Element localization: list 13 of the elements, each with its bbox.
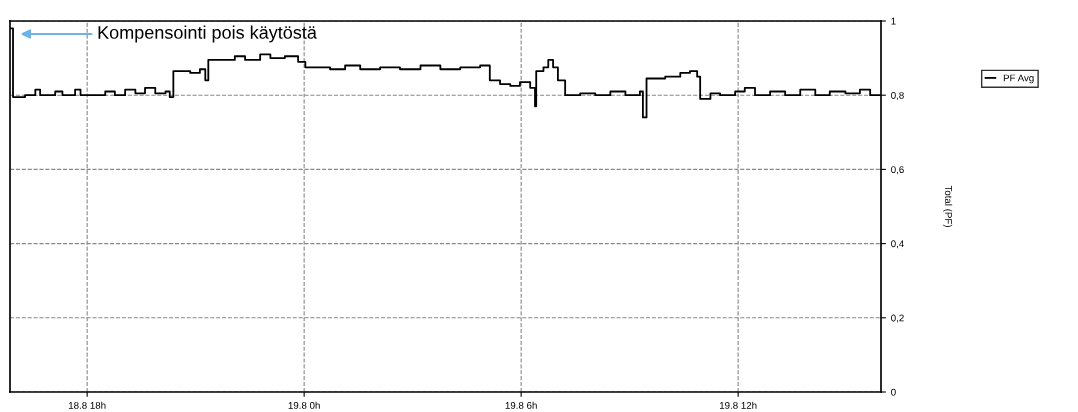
y-tick-label: 0,4 xyxy=(891,240,904,249)
annotation: Kompensointi pois käytöstä xyxy=(98,25,317,43)
y-tick-label: 1 xyxy=(891,17,896,25)
x-tick-label: 19.8 12h xyxy=(719,401,757,409)
x-tick-label: 19.8 6h xyxy=(505,401,537,409)
y-tick-label: 0,6 xyxy=(891,166,904,175)
y-tick-label: 0,2 xyxy=(891,314,904,323)
x-tick-label: 19.8 0h xyxy=(288,401,320,409)
legend-label: PF Avg xyxy=(1003,74,1034,84)
x-tick-label: 18.8 18h xyxy=(68,401,106,409)
y-tick-label: 0,8 xyxy=(891,91,904,100)
y-tick-label: 0 xyxy=(891,388,896,396)
y-axis-title: Total (PF) xyxy=(943,185,953,227)
